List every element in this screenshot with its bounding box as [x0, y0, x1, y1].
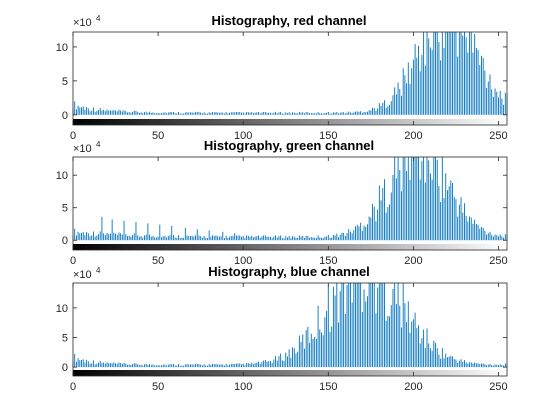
x-tick-label: 200 — [404, 255, 422, 267]
y-tick-label: 5 — [62, 332, 68, 344]
axes-box — [72, 156, 508, 251]
x-tick-label: 200 — [404, 381, 422, 393]
x-tick-label: 250 — [489, 130, 507, 142]
svg-text:×10: ×10 — [73, 143, 92, 155]
svg-text:4: 4 — [96, 140, 101, 149]
y-tick-label: 10 — [56, 303, 68, 315]
histogram-panel-green: Histography, green channel ×10 4 0 50 100 1… — [56, 138, 508, 267]
x-tick-label: 0 — [70, 381, 76, 393]
y-multiplier-label: ×10 4 — [73, 140, 101, 155]
y-tick-label: 5 — [62, 203, 68, 215]
x-tick-label: 250 — [489, 255, 507, 267]
y-tick-label: 0 — [62, 362, 68, 374]
svg-text:4: 4 — [96, 266, 101, 275]
axes-box — [72, 282, 508, 377]
histogram-bars — [72, 32, 508, 115]
x-tick-label: 100 — [234, 255, 252, 267]
y-tick-label: 0 — [62, 235, 68, 247]
chart-title: Histography, green channel — [204, 138, 374, 153]
y-tick-label: 10 — [56, 170, 68, 182]
svg-text:4: 4 — [96, 14, 101, 23]
grayscale-colorbar — [73, 370, 507, 376]
grayscale-colorbar — [73, 119, 507, 125]
axes-box — [72, 31, 508, 126]
svg-text:×10: ×10 — [73, 17, 92, 29]
svg-text:×10: ×10 — [73, 269, 92, 281]
x-tick-label: 200 — [404, 130, 422, 142]
y-multiplier-label: ×10 4 — [73, 266, 101, 281]
x-tick-label: 250 — [489, 381, 507, 393]
x-tick-label: 0 — [70, 130, 76, 142]
x-tick-label: 100 — [234, 381, 252, 393]
histogram-bars — [72, 283, 508, 368]
histogram-bars — [72, 157, 508, 241]
y-tick-label: 0 — [62, 110, 68, 122]
x-tick-label: 0 — [70, 255, 76, 267]
x-tick-label: 150 — [319, 381, 337, 393]
chart-title: Histography, blue channel — [208, 264, 370, 279]
y-multiplier-label: ×10 4 — [73, 14, 101, 29]
histogram-panel-red: Histography, red channel ×10 4 0 50 100 150… — [56, 13, 508, 142]
y-tick-label: 10 — [56, 42, 68, 54]
y-tick-label: 5 — [62, 76, 68, 88]
x-tick-label: 150 — [319, 130, 337, 142]
axis-ticks: 0 50 100 150 200 250 0 5 10 — [56, 157, 508, 267]
x-tick-label: 100 — [234, 130, 252, 142]
histogram-panel-blue: Histography, blue channel ×10 4 0 50 100 15… — [56, 264, 508, 393]
grayscale-colorbar — [73, 244, 507, 250]
x-tick-label: 50 — [152, 255, 164, 267]
axis-ticks: 0 50 100 150 200 250 0 5 10 — [56, 32, 508, 142]
x-tick-label: 150 — [319, 255, 337, 267]
x-tick-label: 50 — [152, 130, 164, 142]
axis-ticks: 0 50 100 150 200 250 0 5 10 — [56, 283, 508, 393]
chart-title: Histography, red channel — [211, 13, 366, 28]
x-tick-label: 50 — [152, 381, 164, 393]
